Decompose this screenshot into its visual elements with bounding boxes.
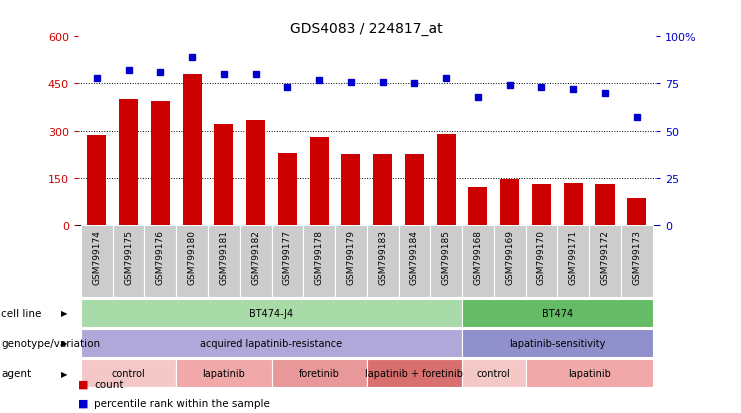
Bar: [278, 153, 297, 225]
Bar: [87, 136, 107, 225]
FancyBboxPatch shape: [621, 225, 653, 298]
Text: GSM799185: GSM799185: [442, 229, 451, 284]
Text: GSM799171: GSM799171: [568, 229, 578, 284]
FancyBboxPatch shape: [271, 359, 367, 387]
Text: GSM799172: GSM799172: [600, 229, 610, 284]
Text: control: control: [112, 368, 145, 378]
FancyBboxPatch shape: [525, 225, 557, 298]
FancyBboxPatch shape: [176, 225, 208, 298]
Text: GSM799169: GSM799169: [505, 229, 514, 284]
FancyBboxPatch shape: [462, 225, 494, 298]
Text: GSM799174: GSM799174: [93, 229, 102, 284]
Bar: [627, 199, 646, 225]
FancyBboxPatch shape: [367, 225, 399, 298]
Text: genotype/variation: genotype/variation: [1, 338, 101, 348]
Text: GSM799168: GSM799168: [473, 229, 482, 284]
FancyBboxPatch shape: [462, 329, 653, 357]
Text: ▶: ▶: [61, 309, 67, 317]
Text: lapatinib: lapatinib: [202, 368, 245, 378]
Bar: [564, 183, 582, 225]
Text: GSM799181: GSM799181: [219, 229, 228, 284]
FancyBboxPatch shape: [431, 225, 462, 298]
Text: cell line: cell line: [1, 308, 41, 318]
FancyBboxPatch shape: [589, 225, 621, 298]
Text: GSM799178: GSM799178: [315, 229, 324, 284]
Text: BT474: BT474: [542, 308, 573, 318]
FancyBboxPatch shape: [367, 359, 462, 387]
FancyBboxPatch shape: [462, 299, 653, 327]
FancyBboxPatch shape: [176, 359, 271, 387]
Bar: [246, 120, 265, 225]
Text: GSM799179: GSM799179: [346, 229, 356, 284]
Text: GSM799176: GSM799176: [156, 229, 165, 284]
Text: GSM799184: GSM799184: [410, 229, 419, 284]
Text: control: control: [477, 368, 511, 378]
FancyBboxPatch shape: [113, 225, 144, 298]
Bar: [151, 102, 170, 225]
Text: GSM799177: GSM799177: [283, 229, 292, 284]
Text: GSM799175: GSM799175: [124, 229, 133, 284]
FancyBboxPatch shape: [144, 225, 176, 298]
Text: GSM799180: GSM799180: [187, 229, 196, 284]
Text: lapatinib-sensitivity: lapatinib-sensitivity: [509, 338, 605, 348]
FancyBboxPatch shape: [303, 225, 335, 298]
Text: agent: agent: [1, 368, 32, 378]
FancyBboxPatch shape: [494, 225, 525, 298]
FancyBboxPatch shape: [81, 359, 176, 387]
FancyBboxPatch shape: [462, 359, 525, 387]
Bar: [119, 100, 138, 225]
Text: GSM799170: GSM799170: [537, 229, 546, 284]
Bar: [342, 155, 360, 225]
Bar: [468, 188, 488, 225]
Text: ▶: ▶: [61, 369, 67, 377]
FancyBboxPatch shape: [208, 225, 240, 298]
Bar: [596, 185, 614, 225]
Text: lapatinib: lapatinib: [568, 368, 611, 378]
Text: percentile rank within the sample: percentile rank within the sample: [94, 398, 270, 408]
FancyBboxPatch shape: [81, 299, 462, 327]
FancyBboxPatch shape: [81, 329, 462, 357]
Text: GSM799173: GSM799173: [632, 229, 641, 284]
Text: ■: ■: [78, 398, 88, 408]
Bar: [310, 138, 329, 225]
Bar: [182, 75, 202, 225]
Text: GSM799183: GSM799183: [378, 229, 388, 284]
Text: GSM799182: GSM799182: [251, 229, 260, 284]
Bar: [373, 155, 392, 225]
Bar: [436, 135, 456, 225]
Text: count: count: [94, 379, 124, 389]
Bar: [214, 125, 233, 225]
FancyBboxPatch shape: [399, 225, 431, 298]
Title: GDS4083 / 224817_at: GDS4083 / 224817_at: [290, 22, 443, 36]
Text: BT474-J4: BT474-J4: [250, 308, 293, 318]
Bar: [500, 180, 519, 225]
FancyBboxPatch shape: [557, 225, 589, 298]
FancyBboxPatch shape: [81, 225, 113, 298]
Text: ■: ■: [78, 379, 88, 389]
Text: ▶: ▶: [61, 339, 67, 347]
Text: foretinib: foretinib: [299, 368, 339, 378]
Text: acquired lapatinib-resistance: acquired lapatinib-resistance: [201, 338, 342, 348]
Bar: [532, 185, 551, 225]
FancyBboxPatch shape: [335, 225, 367, 298]
FancyBboxPatch shape: [240, 225, 271, 298]
FancyBboxPatch shape: [525, 359, 653, 387]
Bar: [405, 155, 424, 225]
Text: lapatinib + foretinib: lapatinib + foretinib: [365, 368, 463, 378]
FancyBboxPatch shape: [271, 225, 303, 298]
